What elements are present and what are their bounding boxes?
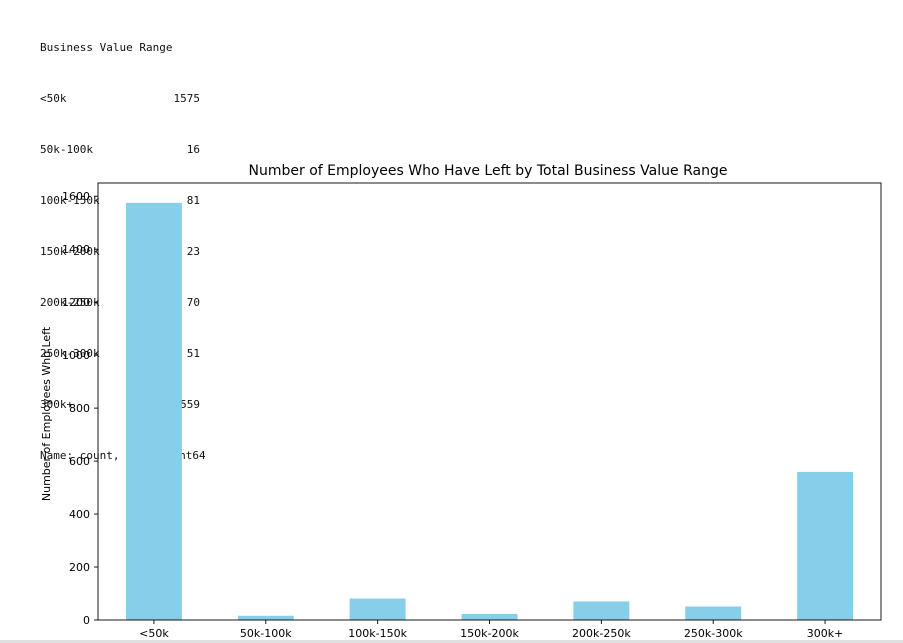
console-row-value: 23 — [186, 245, 200, 258]
console-row-value: 559 — [180, 398, 200, 411]
console-row-label: 300k+ — [40, 398, 74, 411]
x-tick-label: 200k-250k — [572, 627, 631, 640]
console-row-label: 100k-150k — [40, 194, 100, 207]
y-tick-label: 1400 — [62, 243, 90, 256]
x-tick-label: 50k-100k — [240, 627, 292, 640]
y-tick-label: 200 — [69, 561, 90, 574]
console-row: 150k-200k 23 — [40, 243, 206, 260]
y-tick-label: 800 — [69, 402, 90, 415]
console-row: 50k-100k 16 — [40, 141, 206, 158]
y-tick-label: 1200 — [62, 296, 90, 309]
console-row: 100k-150k 81 — [40, 192, 206, 209]
console-row: 200k-250k 70 — [40, 294, 206, 311]
bar — [797, 471, 854, 620]
bottom-scrollbar — [0, 640, 903, 643]
bar — [685, 606, 742, 620]
axes-frame — [97, 182, 882, 621]
console-row-label: <50k — [40, 92, 67, 105]
console-row: <50k 1575 — [40, 90, 206, 107]
x-tick-label: 250k-300k — [684, 627, 743, 640]
console-row-value: 16 — [186, 143, 200, 156]
console-row-value: 51 — [186, 347, 200, 360]
x-tick-label: 300k+ — [807, 627, 844, 640]
bar — [349, 598, 406, 620]
console-row: 300k+ 559 — [40, 396, 206, 413]
console-row-label: 250k-300k — [40, 347, 100, 360]
console-row: 250k-300k 51 — [40, 345, 206, 362]
y-tick-label: 1000 — [62, 349, 90, 362]
console-row-value: 1575 — [173, 92, 201, 105]
console-row-label: 200k-250k — [40, 296, 100, 309]
console-row-label: 150k-200k — [40, 245, 100, 258]
console-row-value: 81 — [186, 194, 200, 207]
x-tick-label: 100k-150k — [348, 627, 407, 640]
bar — [461, 613, 518, 620]
y-tick-label: 0 — [83, 614, 90, 627]
chart-title: Number of Employees Who Have Left by Tot… — [249, 163, 728, 179]
bar — [573, 601, 630, 620]
y-tick-label: 1600 — [62, 190, 90, 203]
y-axis-label: Number of Employees Who Left — [40, 326, 53, 501]
y-tick-label: 400 — [69, 508, 90, 521]
console-row-value: 70 — [186, 296, 200, 309]
bar — [237, 615, 294, 620]
x-tick-label: 150k-200k — [460, 627, 519, 640]
x-tick-label: <50k — [139, 627, 169, 640]
console-row-label: 50k-100k — [40, 143, 93, 156]
bar — [125, 202, 182, 621]
console-header: Business Value Range — [40, 41, 173, 54]
plot-area: 0 200 400 600 800 1000 1200 1400 1600 <50k 50k-100… — [62, 182, 882, 640]
y-tick-label: 600 — [69, 455, 90, 468]
console-output: Business Value Range <50k 1575 50k-100k 16… — [40, 5, 206, 481]
